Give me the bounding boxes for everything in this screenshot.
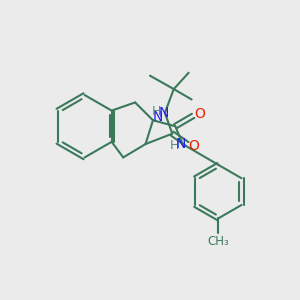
Text: N: N xyxy=(152,110,163,124)
Text: CH₃: CH₃ xyxy=(208,235,229,248)
Text: H: H xyxy=(170,139,179,152)
Text: N: N xyxy=(158,106,169,120)
Text: N: N xyxy=(176,137,186,151)
Text: O: O xyxy=(194,107,205,121)
Text: H: H xyxy=(152,105,161,118)
Text: O: O xyxy=(188,139,199,152)
